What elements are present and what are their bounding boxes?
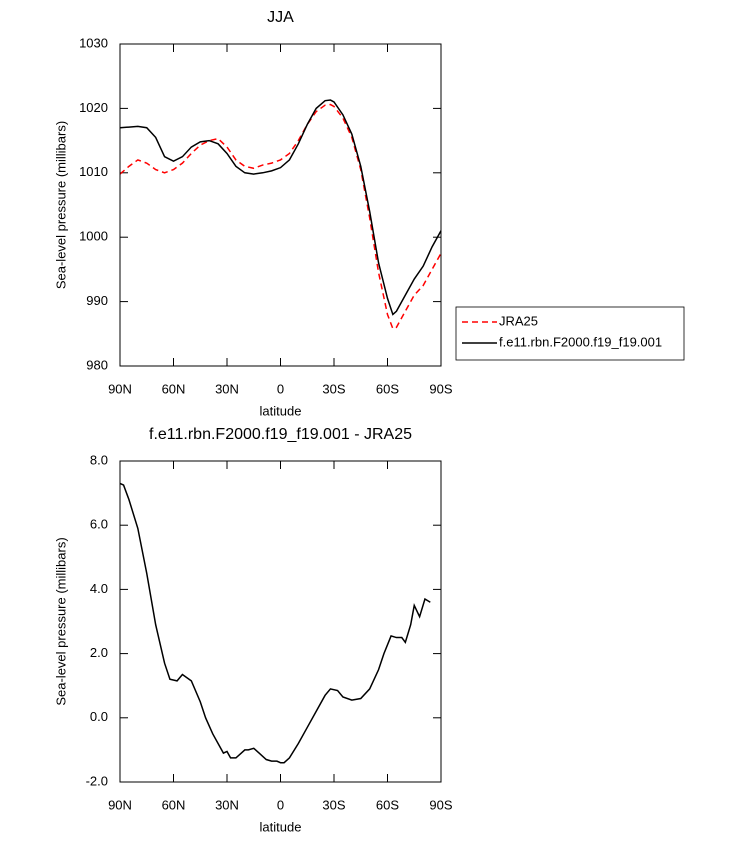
data-line [119, 482, 431, 764]
x-tick-label: 30S [322, 381, 345, 396]
x-tick-label: 30S [322, 797, 345, 812]
y-tick-label: 0.0 [90, 709, 108, 724]
y-tick-label: 1020 [79, 100, 108, 115]
x-tick-label: 30N [215, 381, 239, 396]
y-tick-label: 4.0 [90, 581, 108, 596]
plot-frame [119, 43, 442, 367]
y-tick-label: 2.0 [90, 645, 108, 660]
x-tick-label: 90S [429, 797, 452, 812]
x-tick-label: 0 [277, 381, 284, 396]
plot-frame [119, 460, 442, 783]
x-tick-label: 0 [277, 797, 284, 812]
x-tick-label: 60N [162, 381, 186, 396]
legend-frame [455, 306, 685, 361]
y-tick-label: 8.0 [90, 452, 108, 467]
x-tick-label: 90N [108, 797, 132, 812]
x-tick-label: 90N [108, 381, 132, 396]
y-tick-label: -2.0 [86, 773, 108, 788]
chart-title: JJA [267, 9, 294, 26]
x-tick-label: 60S [376, 381, 399, 396]
y-tick-label: 1000 [79, 229, 108, 244]
y-tick-label: 1010 [79, 164, 108, 179]
x-tick-label: 60S [376, 797, 399, 812]
y-axis-label: Sea-level pressure (millibars) [53, 121, 68, 289]
x-tick-label: 90S [429, 381, 452, 396]
legend-label: JRA25 [499, 313, 538, 328]
x-axis-label: latitude [260, 819, 302, 834]
x-tick-label: 30N [215, 797, 239, 812]
data-line [119, 99, 442, 316]
y-tick-label: 990 [86, 293, 108, 308]
y-tick-label: 6.0 [90, 517, 108, 532]
x-tick-label: 60N [162, 797, 186, 812]
y-tick-label: 1030 [79, 35, 108, 50]
y-tick-label: 980 [86, 357, 108, 372]
legend-label: f.e11.rbn.F2000.f19_f19.001 [499, 334, 662, 349]
x-axis-label: latitude [260, 403, 302, 418]
chart-title: f.e11.rbn.F2000.f19_f19.001 - JRA25 [149, 426, 412, 443]
y-axis-label: Sea-level pressure (millibars) [53, 537, 68, 705]
data-line [119, 103, 442, 330]
